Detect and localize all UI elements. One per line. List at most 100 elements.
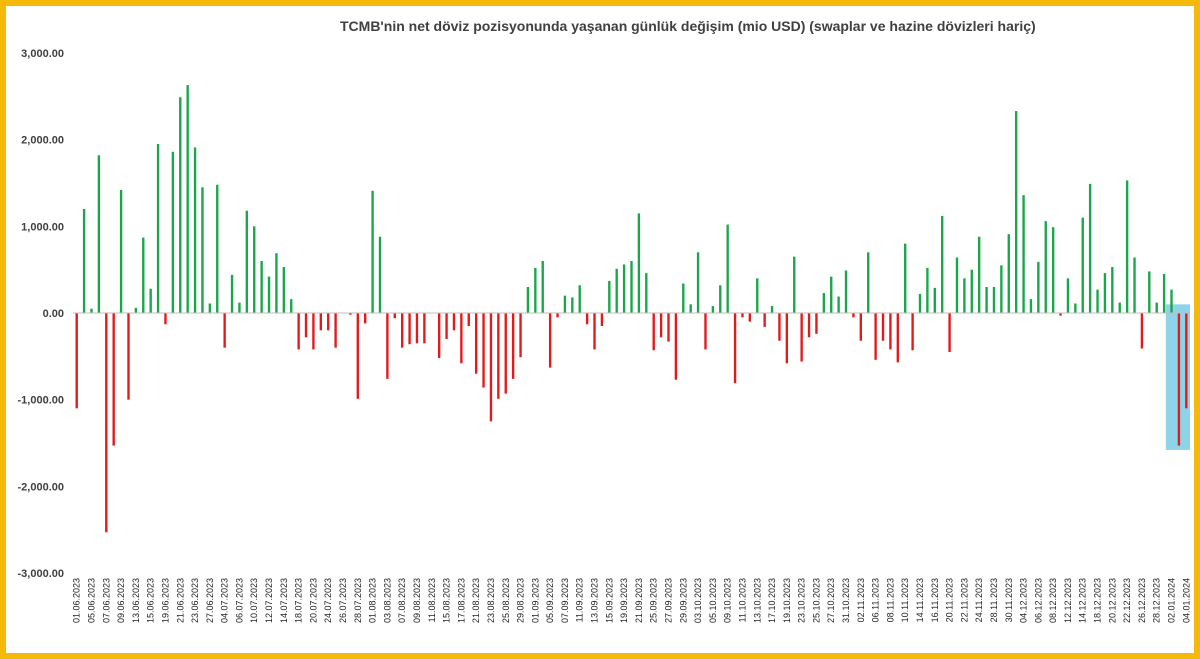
bar xyxy=(497,313,500,399)
bar xyxy=(171,151,175,313)
bar xyxy=(1088,183,1092,313)
bar xyxy=(874,313,877,360)
x-tick-label: 15.09.2023 xyxy=(604,578,614,623)
x-tick-label: 09.08.2023 xyxy=(412,578,422,623)
bar xyxy=(1000,265,1003,313)
x-tick-label: 20.07.2023 xyxy=(308,578,318,623)
bar xyxy=(815,313,818,334)
bar xyxy=(837,296,840,313)
x-tick-label: 26.12.2023 xyxy=(1137,578,1147,623)
bar xyxy=(704,313,707,350)
bar xyxy=(881,313,885,341)
bar xyxy=(1162,274,1166,313)
x-tick-label: 21.08.2023 xyxy=(471,578,481,623)
x-tick-label: 29.08.2023 xyxy=(516,578,526,623)
bar xyxy=(963,278,966,313)
bar xyxy=(571,297,574,313)
bar xyxy=(467,313,470,326)
bar xyxy=(1074,303,1077,313)
x-tick-label: 30.11.2023 xyxy=(1004,578,1014,622)
x-tick-label: 06.11.2023 xyxy=(871,578,881,622)
bar xyxy=(1029,299,1033,313)
bar xyxy=(756,278,759,313)
bar xyxy=(667,313,670,342)
bar xyxy=(304,313,308,338)
bar xyxy=(1125,180,1129,313)
bar xyxy=(630,261,633,313)
bar xyxy=(733,313,737,384)
bar xyxy=(349,313,352,315)
bar xyxy=(134,307,138,313)
bar xyxy=(696,252,700,313)
x-tick-label: 02.11.2023 xyxy=(856,578,866,622)
bar xyxy=(489,313,493,422)
x-tick-label: 10.11.2023 xyxy=(900,578,910,622)
bar xyxy=(741,313,744,318)
bar xyxy=(519,313,522,358)
x-tick-label: 15.08.2023 xyxy=(442,578,452,623)
bar xyxy=(1155,302,1158,313)
bar xyxy=(933,287,936,313)
x-tick-label: 22.11.2023 xyxy=(959,578,969,622)
bar xyxy=(112,313,115,446)
x-tick-label: 28.12.2023 xyxy=(1152,578,1162,623)
bar xyxy=(371,190,374,313)
bar xyxy=(526,287,530,313)
bar xyxy=(327,313,330,331)
bar xyxy=(275,253,278,313)
bar xyxy=(386,313,389,379)
x-tick-label: 14.12.2023 xyxy=(1078,578,1088,623)
bar xyxy=(800,313,803,362)
bar xyxy=(682,283,685,313)
bar xyxy=(208,303,212,313)
x-tick-label: 03.10.2023 xyxy=(693,578,703,623)
x-tick-label: 11.09.2023 xyxy=(575,578,585,622)
x-tick-label: 09.10.2023 xyxy=(723,578,733,623)
bar xyxy=(245,210,249,313)
bar xyxy=(356,313,359,399)
x-tick-label: 24.07.2023 xyxy=(323,578,333,623)
bar xyxy=(1177,313,1181,446)
x-tick-label: 23.10.2023 xyxy=(797,578,807,623)
bar xyxy=(223,313,226,348)
x-tick-label: 01.06.2023 xyxy=(72,578,82,623)
bar xyxy=(437,313,441,359)
bar xyxy=(615,268,618,313)
y-tick-label: -1,000.00 xyxy=(18,395,64,407)
bar xyxy=(201,187,204,313)
y-tick-label: 2,000.00 xyxy=(21,135,64,147)
bar xyxy=(711,306,715,313)
bar xyxy=(230,274,234,313)
x-tick-label: 04.12.2023 xyxy=(1019,578,1029,623)
bar xyxy=(1096,289,1099,313)
bar xyxy=(1103,273,1107,313)
x-tick-label: 12.07.2023 xyxy=(264,578,274,623)
bar xyxy=(889,313,892,350)
x-tick-label: 18.07.2023 xyxy=(294,578,304,623)
bar xyxy=(1111,267,1114,313)
bar xyxy=(97,155,101,313)
bar xyxy=(645,273,648,313)
x-tick-label: 12.12.2023 xyxy=(1063,578,1073,623)
x-tick-label: 04.07.2023 xyxy=(220,578,230,623)
bar xyxy=(1118,302,1121,313)
x-tick-label: 06.12.2023 xyxy=(1033,578,1043,623)
bar xyxy=(563,295,567,313)
x-tick-label: 25.09.2023 xyxy=(649,578,659,623)
bar xyxy=(127,313,130,400)
x-tick-label: 20.12.2023 xyxy=(1107,578,1117,623)
x-axis: 01.06.2023 05.06.2023 07.06.2023 09.06.2023… xyxy=(72,578,1192,623)
bar xyxy=(867,252,870,313)
bar xyxy=(955,257,959,313)
x-tick-label: 20.11.2023 xyxy=(945,578,955,622)
bar xyxy=(1051,227,1055,313)
x-tick-label: 01.08.2023 xyxy=(368,578,378,623)
bar xyxy=(334,313,337,348)
bar xyxy=(216,184,219,313)
x-tick-label: 07.08.2023 xyxy=(397,578,407,623)
y-tick-label: 0.00 xyxy=(43,308,64,320)
bar xyxy=(911,313,914,351)
bar xyxy=(541,261,544,313)
x-tick-label: 11.10.2023 xyxy=(737,578,747,622)
bar xyxy=(778,313,781,341)
